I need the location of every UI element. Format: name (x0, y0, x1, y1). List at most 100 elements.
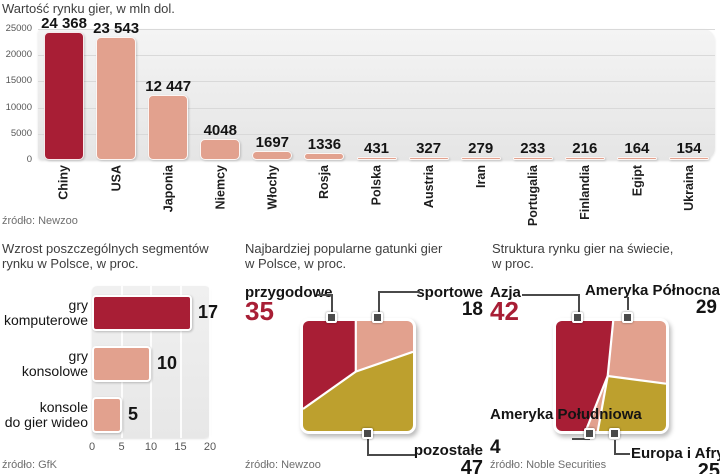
category-slot: Ukraina (663, 162, 715, 215)
slice-europa-afryka (597, 376, 666, 431)
category-label: konsole do gier wideo (0, 400, 88, 429)
source-note: źródło: GfK (2, 459, 58, 471)
category-label: gry konsolowe (0, 349, 88, 378)
bar-USA (96, 37, 137, 160)
square-pie-svg (303, 321, 413, 431)
bar-value-label: 279 (468, 140, 494, 157)
bar-value-label: 164 (624, 140, 650, 157)
slice-value-azja: 42 (490, 296, 519, 326)
bar-series: 24 368 23 543 12 447 4048 1697 1336 431 327 279 2… (38, 15, 715, 160)
slice-label-azja: Azja (490, 284, 521, 301)
slice-anchor-marker (584, 428, 595, 439)
bar-slot-Rosja: 1336 (298, 29, 350, 160)
category-slot: Japonia (142, 162, 194, 215)
category-slot: Portugalia (507, 162, 559, 226)
bar-slot-Niemcy: 4048 (194, 29, 246, 160)
source-note: źródło: Newzoo (245, 459, 321, 471)
y-tick-label: 20000 (5, 49, 32, 61)
y-tick-label: 25000 (5, 23, 32, 34)
category-label-line: konsolowe (21, 362, 88, 379)
bar-slot-Egipt: 164 (611, 29, 663, 160)
slice-label-text: Ameryka Południowa (490, 406, 642, 423)
bar-Austria (408, 157, 449, 160)
callout-connector (627, 297, 629, 310)
chart-world-structure: Struktura rynku gier na świecie, w proc.… (487, 240, 720, 474)
bar-value-label: 431 (363, 140, 390, 157)
category-label-line: komputerowe (3, 311, 88, 328)
bar-value-label: 327 (416, 140, 442, 157)
x-tick-label: 5 (118, 441, 125, 453)
bar-gry konsolowe (92, 346, 151, 382)
bar-slot-Portugalia: 233 (507, 29, 559, 160)
bar-slot-Włochy: 1697 (246, 29, 298, 160)
bar-value-label: 23 543 (93, 20, 140, 37)
slice-divider (607, 374, 666, 385)
bar-slot-Finlandia: 216 (559, 29, 611, 160)
bar-Egipt (616, 157, 657, 160)
slice-label-sportowe: sportowe (416, 284, 483, 301)
chart-segment-growth: Wzrost poszczególnych segmentów rynku w … (0, 240, 240, 474)
gridline (38, 107, 715, 109)
gridline (38, 81, 715, 83)
callout-connector (367, 439, 415, 456)
slice-value-europa-afryka: 25 (697, 460, 720, 474)
category-label-line: konsole (39, 399, 88, 415)
y-tick-label: 15000 (5, 75, 32, 87)
category-label: Polska (369, 165, 384, 206)
slice-label-pozostale: pozostałe (413, 442, 483, 459)
slice-anchor-marker (326, 312, 337, 323)
bar-value-label: 24 368 (41, 15, 87, 32)
category-slot: Egipt (611, 162, 663, 215)
category-label: Chiny (57, 165, 72, 200)
slice-value-sportowe: 18 (461, 299, 483, 320)
slice-value-przygodowe: 35 (245, 296, 274, 326)
slice-przygodowe (303, 321, 356, 409)
bar-konsole do gier wideo (92, 397, 122, 433)
slice-anchor-marker (609, 428, 620, 439)
chart-title: Najbardziej popularne gatunki gier w Pol… (245, 241, 442, 271)
y-tick-label: 10000 (5, 101, 32, 113)
slice-sportowe (355, 321, 413, 372)
x-tick-label: 15 (174, 441, 187, 453)
chart-title: Wzrost poszczególnych segmentów rynku w … (2, 241, 209, 271)
bar-value-label: 216 (572, 140, 598, 157)
y-tick-label: 0 (26, 154, 32, 165)
category-label: Austria (421, 165, 436, 209)
category-label: Finlandia (577, 165, 592, 220)
category-slot: Iran (455, 162, 507, 215)
bar-slot-USA: 23 543 (90, 20, 142, 160)
bar-Włochy (252, 151, 293, 160)
bar-Chiny (44, 32, 85, 160)
square-pie-world (553, 318, 669, 434)
chart-title-line2: rynku w Polsce, w proc. (2, 255, 139, 271)
gridline (38, 133, 715, 135)
slice-value-ameryka-polnocna: 29 (695, 297, 717, 318)
category-label: gry komputerowe (0, 298, 88, 327)
bar-Japonia (148, 95, 189, 160)
bar-slot-Japonia: 12 447 (142, 29, 194, 160)
bar-value-label: 5 (128, 404, 139, 424)
slice-pozostale (303, 351, 413, 431)
x-tick-label: 20 (203, 441, 217, 453)
slice-label-ameryka-poludniowa-line1: Ameryka Południowa (490, 406, 642, 423)
chart-title: Struktura rynku gier na świecie, w proc. (492, 241, 673, 271)
category-label: Niemcy (213, 165, 228, 210)
category-slot: Polska (350, 162, 402, 215)
bar-Rosja (304, 153, 345, 160)
slice-label-przygodowe: przygodowe (245, 284, 333, 301)
category-label: Ukraina (681, 165, 696, 211)
callout-connector (522, 294, 580, 312)
x-axis-labels: Chiny USA Japonia Niemcy Włochy Rosja Polska Au… (38, 162, 715, 226)
slice-divider (303, 350, 413, 410)
chart-title-line1: Wzrost poszczególnych segmentów (2, 241, 209, 256)
plot-area: 24 368 23 543 12 447 4048 1697 1336 431 327 279 2… (38, 15, 715, 160)
slice-anchor-marker (572, 312, 583, 323)
bar-value-label: 17 (198, 302, 219, 322)
slice-label-ameryka-polnocna: Ameryka Północna (584, 282, 720, 299)
bar-value-label: 154 (676, 140, 702, 157)
category-label: Egipt (629, 165, 644, 197)
slice-value-ameryka-poludniowa: 4 (490, 437, 501, 458)
bar-value-label: 4048 (203, 122, 237, 139)
callout-connector (317, 294, 333, 312)
